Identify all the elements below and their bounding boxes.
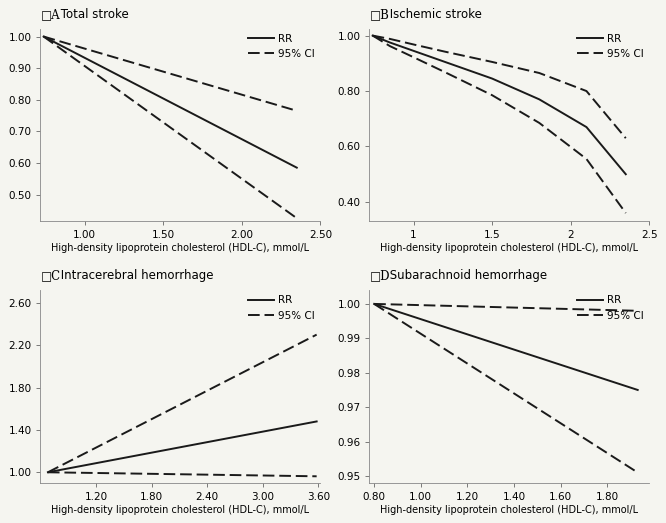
Legend: RR, 95% CI: RR, 95% CI <box>577 295 644 321</box>
Legend: RR, 95% CI: RR, 95% CI <box>577 34 644 59</box>
X-axis label: High-density lipoprotein cholesterol (HDL-C), mmol/L: High-density lipoprotein cholesterol (HD… <box>380 243 639 253</box>
Text: □B: □B <box>370 8 390 21</box>
X-axis label: High-density lipoprotein cholesterol (HDL-C), mmol/L: High-density lipoprotein cholesterol (HD… <box>51 243 310 253</box>
Text: Total stroke: Total stroke <box>57 8 129 21</box>
Text: Subarachnoid hemorrhage: Subarachnoid hemorrhage <box>386 269 547 282</box>
Text: Ischemic stroke: Ischemic stroke <box>386 8 482 21</box>
Text: □D: □D <box>370 269 390 282</box>
Text: □A: □A <box>41 8 60 21</box>
Text: Intracerebral hemorrhage: Intracerebral hemorrhage <box>57 269 214 282</box>
Legend: RR, 95% CI: RR, 95% CI <box>248 295 315 321</box>
Text: □C: □C <box>41 269 61 282</box>
Legend: RR, 95% CI: RR, 95% CI <box>248 34 315 59</box>
X-axis label: High-density lipoprotein cholesterol (HDL-C), mmol/L: High-density lipoprotein cholesterol (HD… <box>380 505 639 515</box>
X-axis label: High-density lipoprotein cholesterol (HDL-C), mmol/L: High-density lipoprotein cholesterol (HD… <box>51 505 310 515</box>
